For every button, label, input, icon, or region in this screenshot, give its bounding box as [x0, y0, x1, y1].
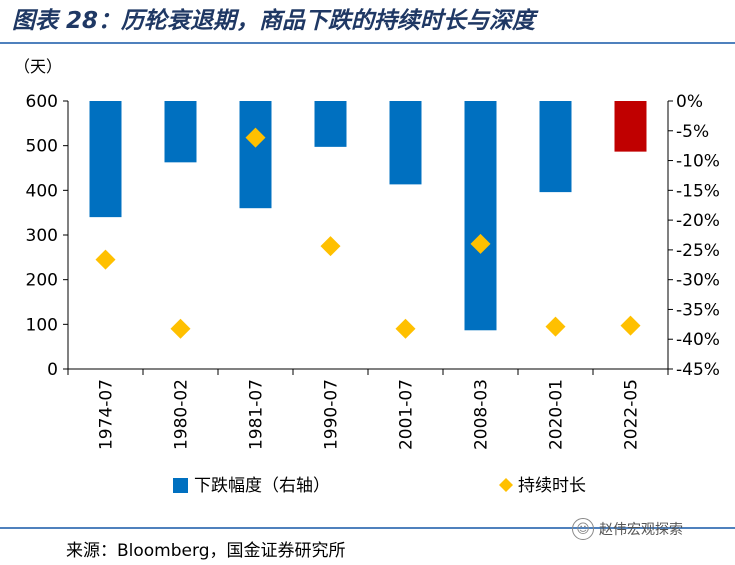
scatter-series [95, 127, 641, 339]
point-1981-07 [245, 127, 266, 148]
right-tick-label: -20% [676, 211, 720, 231]
legend-swatch-points [499, 478, 513, 492]
top-divider [0, 42, 735, 44]
left-tick-label: 300 [26, 226, 58, 246]
bottom-divider [0, 527, 735, 529]
watermark-text: 赵伟宏观探索 [599, 522, 683, 538]
x-tick-label: 1981-07 [247, 379, 267, 450]
right-tick-label: -5% [676, 122, 709, 142]
right-tick-label: -10% [676, 152, 720, 172]
chart-title: 图表 28：历轮衰退期，商品下跌的持续时长与深度 [12, 8, 536, 34]
x-tick-label: 1974-07 [97, 379, 117, 450]
axes: 600 500 400 300 200 100 0 0% -5% -10% -15% -20% -25%… [26, 92, 720, 450]
legend-label-bars: 下跌幅度（右轴） [194, 476, 330, 496]
left-tick-label: 400 [26, 181, 58, 201]
legend-label-points: 持续时长 [518, 476, 586, 496]
bar-1980-02 [164, 101, 197, 163]
point-1990-07 [320, 236, 341, 257]
right-tick-label: -40% [676, 330, 720, 350]
x-tick-label: 2020-01 [547, 379, 567, 450]
left-tick-label: 600 [26, 92, 58, 112]
right-tick-label: -45% [676, 360, 720, 380]
point-2022-05 [620, 315, 641, 336]
legend: 下跌幅度（右轴） 持续时长 [173, 476, 586, 496]
left-axis-unit-label: （天） [14, 57, 62, 76]
bar-1981-07 [239, 101, 272, 209]
point-1974-07 [95, 249, 116, 270]
wechat-icon: ☺ [572, 518, 594, 540]
bar-2022-05 [614, 101, 647, 152]
point-2008-03 [470, 233, 491, 254]
x-tick-label: 1980-02 [172, 379, 192, 450]
point-2001-07 [395, 318, 416, 339]
right-tick-label: -35% [676, 300, 720, 320]
chart-canvas: （天） 600 500 400 300 200 100 0 0% -5% -10% -15% -20%… [14, 57, 720, 496]
source-note: 来源：Bloomberg，国金证券研究所 [66, 541, 346, 561]
bar-1974-07 [89, 101, 122, 218]
right-tick-label: -25% [676, 241, 720, 261]
right-tick-label: 0% [676, 92, 703, 112]
left-tick-label: 100 [26, 315, 58, 335]
bar-1990-07 [314, 101, 347, 147]
right-tick-label: -15% [676, 181, 720, 201]
right-tick-label: -30% [676, 271, 720, 291]
x-tick-label: 2001-07 [397, 379, 417, 450]
point-1980-02 [170, 318, 191, 339]
x-tick-label: 1990-07 [322, 379, 342, 450]
point-2020-01 [545, 316, 566, 337]
watermark: ☺ 赵伟宏观探索 [572, 518, 683, 540]
bar-2001-07 [389, 101, 422, 185]
bar-2008-03 [464, 101, 497, 331]
bar-series [89, 101, 647, 331]
left-tick-label: 0 [47, 360, 58, 380]
legend-swatch-bars [173, 478, 188, 493]
left-tick-label: 500 [26, 137, 58, 157]
x-tick-label: 2022-05 [622, 379, 642, 450]
bar-2020-01 [539, 101, 572, 193]
x-tick-label: 2008-03 [472, 379, 492, 450]
left-tick-label: 200 [26, 271, 58, 291]
